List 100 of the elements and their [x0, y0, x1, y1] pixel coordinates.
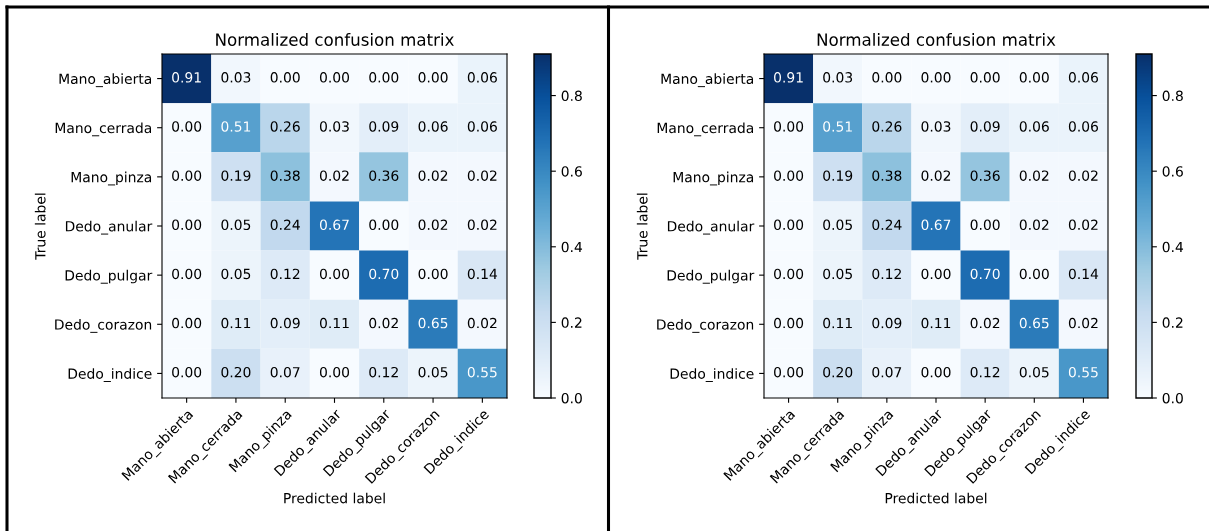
data-label: 0.51	[221, 121, 251, 132]
data-label: 0.00	[172, 268, 202, 280]
data-label: 0.03	[823, 72, 853, 83]
data-label: 0.09	[872, 317, 902, 329]
data-label: 0.02	[1019, 219, 1049, 231]
data-label: 0.02	[921, 170, 951, 181]
color-bar-label: 0.2	[1162, 317, 1183, 328]
data-label: 0.05	[418, 366, 448, 378]
data-label: 0.26	[872, 121, 902, 132]
color-bar-label: 0.4	[561, 241, 583, 253]
data-label: 0.00	[319, 268, 350, 280]
data-label: 0.09	[369, 121, 399, 132]
data-label: 0.11	[921, 317, 951, 329]
color-bar-label: 0.6	[561, 166, 582, 177]
data-label: 0.36	[369, 170, 399, 181]
color-bar-label: 0.8	[1162, 90, 1183, 102]
color-bar-label: 0.0	[1162, 392, 1183, 404]
y-tick-label: Mano_cerrada	[657, 122, 754, 137]
color-bar-label: 0.8	[561, 90, 582, 102]
data-label: 0.11	[319, 317, 349, 329]
data-label: 0.11	[221, 317, 251, 329]
data-label: 0.19	[221, 170, 251, 181]
data-label: 0.00	[319, 72, 350, 83]
data-label: 0.03	[221, 72, 251, 83]
y-tick-label: Mano_cerrada	[55, 122, 152, 137]
y-tick-label: Mano_abierta	[661, 73, 754, 88]
data-label: 0.00	[319, 366, 350, 378]
data-label: 0.00	[369, 72, 399, 83]
data-label: 0.00	[921, 366, 951, 378]
data-label: 0.11	[823, 317, 852, 329]
data-label: 0.02	[467, 317, 497, 329]
data-label: 0.00	[970, 72, 1000, 83]
x-axis-title: Predicted label	[284, 492, 385, 504]
data-label: 0.00	[369, 219, 399, 231]
data-label: 0.02	[319, 170, 349, 181]
data-label: 0.00	[1019, 268, 1049, 280]
data-label: 0.00	[270, 72, 300, 83]
data-label: 0.02	[418, 219, 448, 231]
data-label: 0.00	[172, 366, 202, 378]
data-label: 0.00	[872, 72, 902, 83]
data-label: 0.36	[970, 170, 1000, 181]
data-label: 0.12	[369, 366, 398, 378]
data-label: 0.00	[172, 219, 202, 231]
data-label: 0.00	[774, 121, 804, 132]
y-tick-label: Dedo_pulgar	[667, 269, 755, 284]
data-label: 0.67	[319, 219, 349, 231]
chart-title: Normalized confusion matrix	[817, 33, 1056, 46]
y-tick-label: Mano_pinza	[71, 171, 152, 186]
chart-title: Normalized confusion matrix	[216, 33, 454, 46]
data-label: 0.06	[418, 121, 448, 132]
data-label: 0.91	[774, 72, 803, 83]
y-axis-title: True label	[636, 193, 648, 260]
data-label: 0.02	[1068, 219, 1098, 231]
y-axis-title: True label	[34, 193, 46, 260]
data-label: 0.51	[823, 121, 852, 132]
data-label: 0.00	[418, 72, 448, 83]
data-label: 0.06	[1068, 72, 1099, 83]
data-label: 0.70	[970, 268, 1000, 280]
data-label: 0.12	[270, 268, 300, 280]
data-label: 0.12	[872, 268, 901, 280]
data-label: 0.00	[1019, 72, 1049, 83]
data-label: 0.00	[418, 268, 448, 280]
y-tick-label: Dedo_corazon	[55, 319, 152, 333]
data-label: 0.00	[970, 219, 1000, 231]
data-label: 0.00	[774, 170, 804, 181]
y-tick-label: Dedo_anular	[65, 220, 153, 235]
data-label: 0.02	[418, 170, 448, 181]
data-label: 0.55	[1068, 366, 1098, 378]
data-label: 0.91	[172, 72, 201, 83]
data-label: 0.02	[970, 317, 1000, 329]
data-label: 0.06	[467, 121, 497, 132]
y-tick-label: Dedo_anular	[667, 220, 755, 235]
data-label: 0.02	[1068, 170, 1098, 181]
data-label: 0.00	[774, 317, 804, 329]
color-bar-label: 0.2	[561, 317, 582, 328]
data-label: 0.05	[823, 219, 852, 231]
color-bar-label: 0.6	[1162, 166, 1183, 177]
data-label: 0.12	[970, 366, 1000, 378]
y-tick-label: Dedo_indice	[670, 368, 754, 382]
data-label: 0.06	[1068, 121, 1099, 132]
data-label: 0.07	[270, 366, 300, 378]
data-label: 0.03	[319, 121, 349, 132]
data-label: 0.20	[823, 366, 853, 378]
data-label: 0.24	[270, 219, 300, 231]
data-label: 0.02	[467, 219, 497, 231]
data-label: 0.00	[172, 317, 202, 329]
y-tick-label: Dedo_indice	[68, 368, 152, 382]
data-label: 0.24	[872, 219, 902, 231]
data-label: 0.14	[467, 268, 498, 280]
color-bar-label: 0.4	[1162, 241, 1184, 253]
data-label: 0.14	[1068, 268, 1099, 280]
data-label: 0.05	[823, 268, 852, 280]
data-label: 0.67	[921, 219, 951, 231]
data-label: 0.02	[1019, 170, 1049, 181]
data-label: 0.00	[172, 170, 202, 181]
data-label: 0.38	[872, 170, 902, 181]
data-label: 0.07	[872, 366, 902, 378]
data-label: 0.06	[467, 72, 497, 83]
data-label: 0.09	[970, 121, 1000, 132]
data-label: 0.02	[369, 317, 398, 329]
